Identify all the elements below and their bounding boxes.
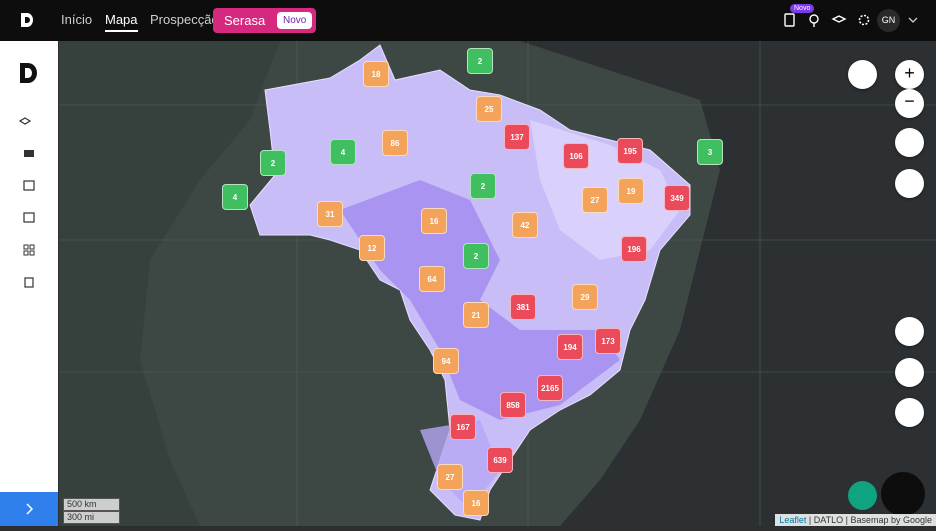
cluster-marker[interactable]: 42 <box>512 212 538 238</box>
cluster-marker[interactable]: 21 <box>463 302 489 328</box>
cluster-marker[interactable]: 639 <box>487 447 513 473</box>
dropdown[interactable] <box>908 16 918 24</box>
attribution-text: DATLO <box>813 515 844 525</box>
cluster-marker[interactable]: 18 <box>363 61 389 87</box>
attribution: Leaflet | DATLO | Basemap by Google <box>775 514 936 526</box>
cluster-marker[interactable]: 12 <box>359 235 385 261</box>
cluster-marker[interactable]: 27 <box>437 464 463 490</box>
report-button[interactable] <box>895 128 924 157</box>
cluster-marker[interactable]: 64 <box>419 266 445 292</box>
cluster-marker[interactable]: 2165 <box>537 375 563 401</box>
layer-button[interactable] <box>895 169 924 198</box>
cluster-marker[interactable]: 2 <box>467 48 493 74</box>
cluster-marker[interactable]: 16 <box>463 490 489 516</box>
measure-button[interactable] <box>895 398 924 427</box>
scale-mi: 300 mi <box>63 511 120 524</box>
nav-link[interactable]: Mapa <box>105 12 138 32</box>
cluster-marker[interactable]: 3 <box>697 139 723 165</box>
scale-km: 500 km <box>63 498 120 511</box>
cluster-marker[interactable]: 173 <box>595 328 621 354</box>
cluster-marker[interactable]: 858 <box>500 392 526 418</box>
cluster-marker[interactable]: 27 <box>582 187 608 213</box>
nav-link[interactable]: Início <box>61 12 93 27</box>
attribution-link[interactable]: Leaflet <box>779 515 807 525</box>
zoom-out[interactable]: − <box>895 89 924 118</box>
cluster-marker[interactable]: 167 <box>450 414 476 440</box>
cluster-marker[interactable]: 106 <box>563 143 589 169</box>
cluster-marker[interactable]: 29 <box>572 284 598 310</box>
cluster-marker[interactable]: 196 <box>621 236 647 262</box>
header-icons[interactable] <box>783 13 893 29</box>
cluster-marker[interactable]: 86 <box>382 130 408 156</box>
draw-button[interactable] <box>895 317 924 346</box>
cluster-marker[interactable]: 94 <box>433 348 459 374</box>
expand-sidebar[interactable] <box>0 492 58 526</box>
chat-button[interactable] <box>881 472 925 516</box>
cluster-marker[interactable]: 4 <box>222 184 248 210</box>
attribution-text: Basemap by Google <box>850 515 932 525</box>
cluster-marker[interactable]: 194 <box>557 334 583 360</box>
cluster-marker[interactable]: 31 <box>317 201 343 227</box>
map-style-button[interactable] <box>848 60 877 89</box>
cluster-marker[interactable]: 2 <box>470 173 496 199</box>
select-button[interactable] <box>895 358 924 387</box>
assistant-button[interactable] <box>848 481 877 510</box>
logo[interactable] <box>20 12 34 28</box>
cluster-marker[interactable]: 4 <box>330 139 356 165</box>
cluster-marker[interactable]: 137 <box>504 124 530 150</box>
avatar[interactable]: GN <box>877 9 900 32</box>
top-bar: Início Mapa Prospecção Serasa Novo Novo … <box>0 0 936 41</box>
cluster-marker[interactable]: 2 <box>463 243 489 269</box>
serasa-button[interactable]: Serasa Novo <box>213 8 316 33</box>
cluster-marker[interactable]: 381 <box>510 294 536 320</box>
zoom-in[interactable]: + <box>895 60 924 89</box>
cluster-marker[interactable]: 25 <box>476 96 502 122</box>
cluster-marker[interactable]: 16 <box>421 208 447 234</box>
nav-link[interactable]: Prospecção <box>150 12 219 27</box>
sidebar-icons[interactable] <box>0 41 58 301</box>
sidebar <box>0 41 58 526</box>
cluster-marker[interactable]: 195 <box>617 138 643 164</box>
cluster-marker[interactable]: 349 <box>664 185 690 211</box>
new-tag: Novo <box>790 4 815 13</box>
cluster-marker[interactable]: 19 <box>618 178 644 204</box>
new-badge: Novo <box>277 12 313 29</box>
cluster-marker[interactable]: 2 <box>260 150 286 176</box>
serasa-label: Serasa <box>224 13 266 28</box>
